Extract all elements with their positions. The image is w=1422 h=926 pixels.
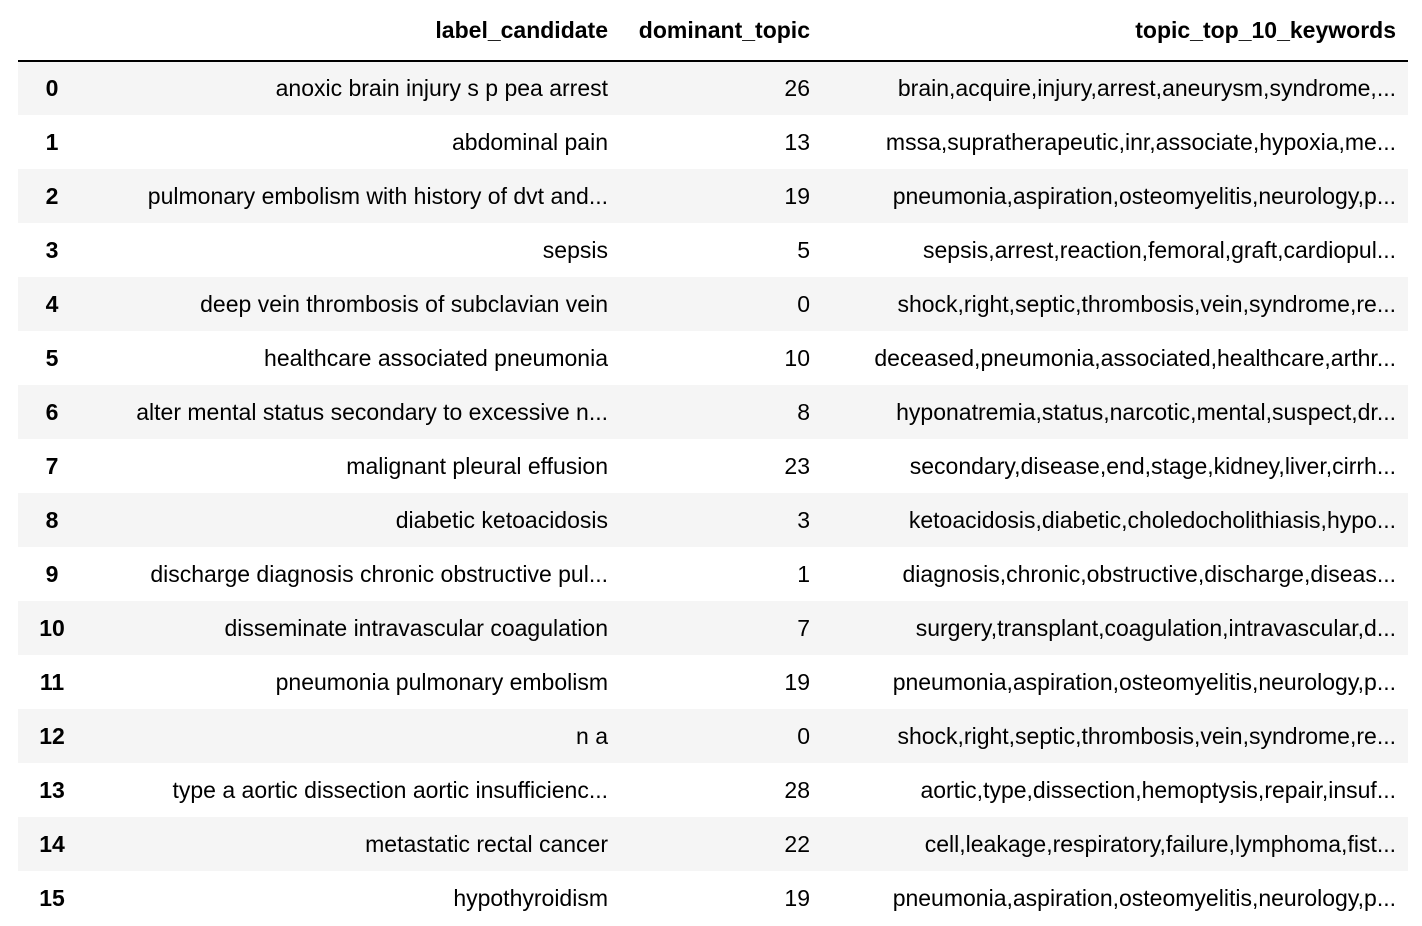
table-row: 15 hypothyroidism 19 pneumonia,aspiration,o… <box>18 871 1408 925</box>
cell-label-candidate: disseminate intravascular coagulation <box>224 614 608 641</box>
cell-topic-keywords: ketoacidosis,diabetic,choledocholithiasi… <box>908 506 1396 533</box>
column-header-dominant-topic: dominant_topic <box>620 0 822 62</box>
cell-dominant-topic: 19 <box>784 884 810 911</box>
cell-label-candidate: alter mental status secondary to excessi… <box>136 398 608 425</box>
cell-dominant-topic: 3 <box>797 506 810 533</box>
cell-label-candidate: deep vein thrombosis of subclavian vein <box>200 290 608 317</box>
row-index: 3 <box>45 236 59 263</box>
cell-label-candidate: type a aortic dissection aortic insuffic… <box>172 776 608 803</box>
table-row: 11 pneumonia pulmonary embolism 19 pneumoni… <box>18 655 1408 709</box>
row-index: 8 <box>45 506 59 533</box>
table-row: 13 type a aortic dissection aortic insuff… <box>18 763 1408 817</box>
cell-dominant-topic: 0 <box>797 290 810 317</box>
row-index: 2 <box>45 182 59 209</box>
table-row: 12 n a 0 shock,right,septic,thrombosis,vein… <box>18 709 1408 763</box>
table-row: 5 healthcare associated pneumonia 10 deceas… <box>18 331 1408 385</box>
row-index: 15 <box>39 884 65 911</box>
cell-label-candidate: healthcare associated pneumonia <box>264 344 608 371</box>
cell-label-candidate: abdominal pain <box>451 128 608 155</box>
row-index: 14 <box>39 830 65 857</box>
header-row: label_candidate dominant_topic topic_top… <box>18 0 1408 62</box>
cell-topic-keywords: diagnosis,chronic,obstructive,discharge,… <box>902 560 1396 587</box>
cell-topic-keywords: hyponatremia,status,narcotic,mental,susp… <box>896 398 1396 425</box>
cell-dominant-topic: 13 <box>784 128 810 155</box>
cell-dominant-topic: 26 <box>784 75 810 101</box>
cell-dominant-topic: 19 <box>784 182 810 209</box>
cell-topic-keywords: brain,acquire,injury,arrest,aneurysm,syn… <box>897 75 1396 101</box>
cell-label-candidate: pulmonary embolism with history of dvt a… <box>147 182 608 209</box>
cell-topic-keywords: deceased,pneumonia,associated,healthcare… <box>874 344 1396 371</box>
cell-dominant-topic: 7 <box>797 614 810 641</box>
cell-topic-keywords: pneumonia,aspiration,osteomyelitis,neuro… <box>892 668 1396 695</box>
table-row: 14 metastatic rectal cancer 22 cell,leakage… <box>18 817 1408 871</box>
index-header <box>18 0 86 62</box>
row-index: 9 <box>45 560 59 587</box>
row-index: 7 <box>45 452 59 479</box>
cell-topic-keywords: mssa,supratherapeutic,inr,associate,hypo… <box>885 128 1396 155</box>
cell-topic-keywords: sepsis,arrest,reaction,femoral,graft,car… <box>923 236 1396 263</box>
table-row: 9 discharge diagnosis chronic obstructive… <box>18 547 1408 601</box>
column-header-topic-keywords: topic_top_10_keywords <box>822 0 1408 62</box>
row-index: 4 <box>45 290 59 317</box>
cell-topic-keywords: surgery,transplant,coagulation,intravasc… <box>915 614 1396 641</box>
cell-label-candidate: hypothyroidism <box>453 884 608 911</box>
cell-label-candidate: metastatic rectal cancer <box>365 830 608 857</box>
cell-label-candidate: discharge diagnosis chronic obstructive … <box>150 560 608 587</box>
cell-dominant-topic: 5 <box>797 236 810 263</box>
row-index: 10 <box>39 614 65 641</box>
cell-dominant-topic: 23 <box>784 452 810 479</box>
cell-dominant-topic: 28 <box>784 776 810 803</box>
row-index: 0 <box>45 75 59 101</box>
row-index: 6 <box>45 398 59 425</box>
cell-label-candidate: pneumonia pulmonary embolism <box>275 668 608 695</box>
cell-label-candidate: sepsis <box>542 236 608 263</box>
row-index: 11 <box>39 668 65 695</box>
table-row: 10 disseminate intravascular coagulation 7… <box>18 601 1408 655</box>
cell-topic-keywords: shock,right,septic,thrombosis,vein,syndr… <box>897 290 1396 317</box>
table-body: 0 anoxic brain injury s p pea arrest 26 bra… <box>18 61 1408 925</box>
table-row: 4 deep vein thrombosis of subclavian vein… <box>18 277 1408 331</box>
table-row: 3 sepsis 5 sepsis,arrest,reaction,femoral,g… <box>18 223 1408 277</box>
row-index: 1 <box>45 128 59 155</box>
cell-topic-keywords: shock,right,septic,thrombosis,vein,syndr… <box>897 722 1396 749</box>
cell-dominant-topic: 19 <box>784 668 810 695</box>
dataframe-output: label_candidate dominant_topic topic_top… <box>18 0 1408 925</box>
cell-label-candidate: diabetic ketoacidosis <box>395 506 608 533</box>
cell-topic-keywords: aortic,type,dissection,hemoptysis,repair… <box>920 776 1396 803</box>
cell-topic-keywords: cell,leakage,respiratory,failure,lymphom… <box>924 830 1396 857</box>
cell-dominant-topic: 8 <box>797 398 810 425</box>
column-header-label-candidate: label_candidate <box>86 0 620 62</box>
cell-label-candidate: n a <box>576 722 608 749</box>
cell-label-candidate: anoxic brain injury s p pea arrest <box>275 75 608 101</box>
cell-dominant-topic: 10 <box>784 344 810 371</box>
cell-topic-keywords: pneumonia,aspiration,osteomyelitis,neuro… <box>892 182 1396 209</box>
row-index: 13 <box>39 776 65 803</box>
table-row: 6 alter mental status secondary to excess… <box>18 385 1408 439</box>
dataframe-table: label_candidate dominant_topic topic_top… <box>18 0 1408 925</box>
cell-topic-keywords: secondary,disease,end,stage,kidney,liver… <box>909 452 1396 479</box>
cell-label-candidate: malignant pleural effusion <box>346 452 608 479</box>
row-index: 12 <box>39 722 65 749</box>
cell-dominant-topic: 22 <box>784 830 810 857</box>
table-row: 8 diabetic ketoacidosis 3 ketoacidosis,diab… <box>18 493 1408 547</box>
cell-dominant-topic: 0 <box>797 722 810 749</box>
table-row: 7 malignant pleural effusion 23 secondary,d… <box>18 439 1408 493</box>
table-header: label_candidate dominant_topic topic_top… <box>18 0 1408 62</box>
row-index: 5 <box>45 344 59 371</box>
table-row: 1 abdominal pain 13 mssa,supratherapeutic,i… <box>18 115 1408 169</box>
cell-topic-keywords: pneumonia,aspiration,osteomyelitis,neuro… <box>892 884 1396 911</box>
cell-dominant-topic: 1 <box>797 560 810 587</box>
table-row: 2 pulmonary embolism with history of dvt … <box>18 169 1408 223</box>
table-row: 0 anoxic brain injury s p pea arrest 26 bra… <box>18 61 1408 115</box>
